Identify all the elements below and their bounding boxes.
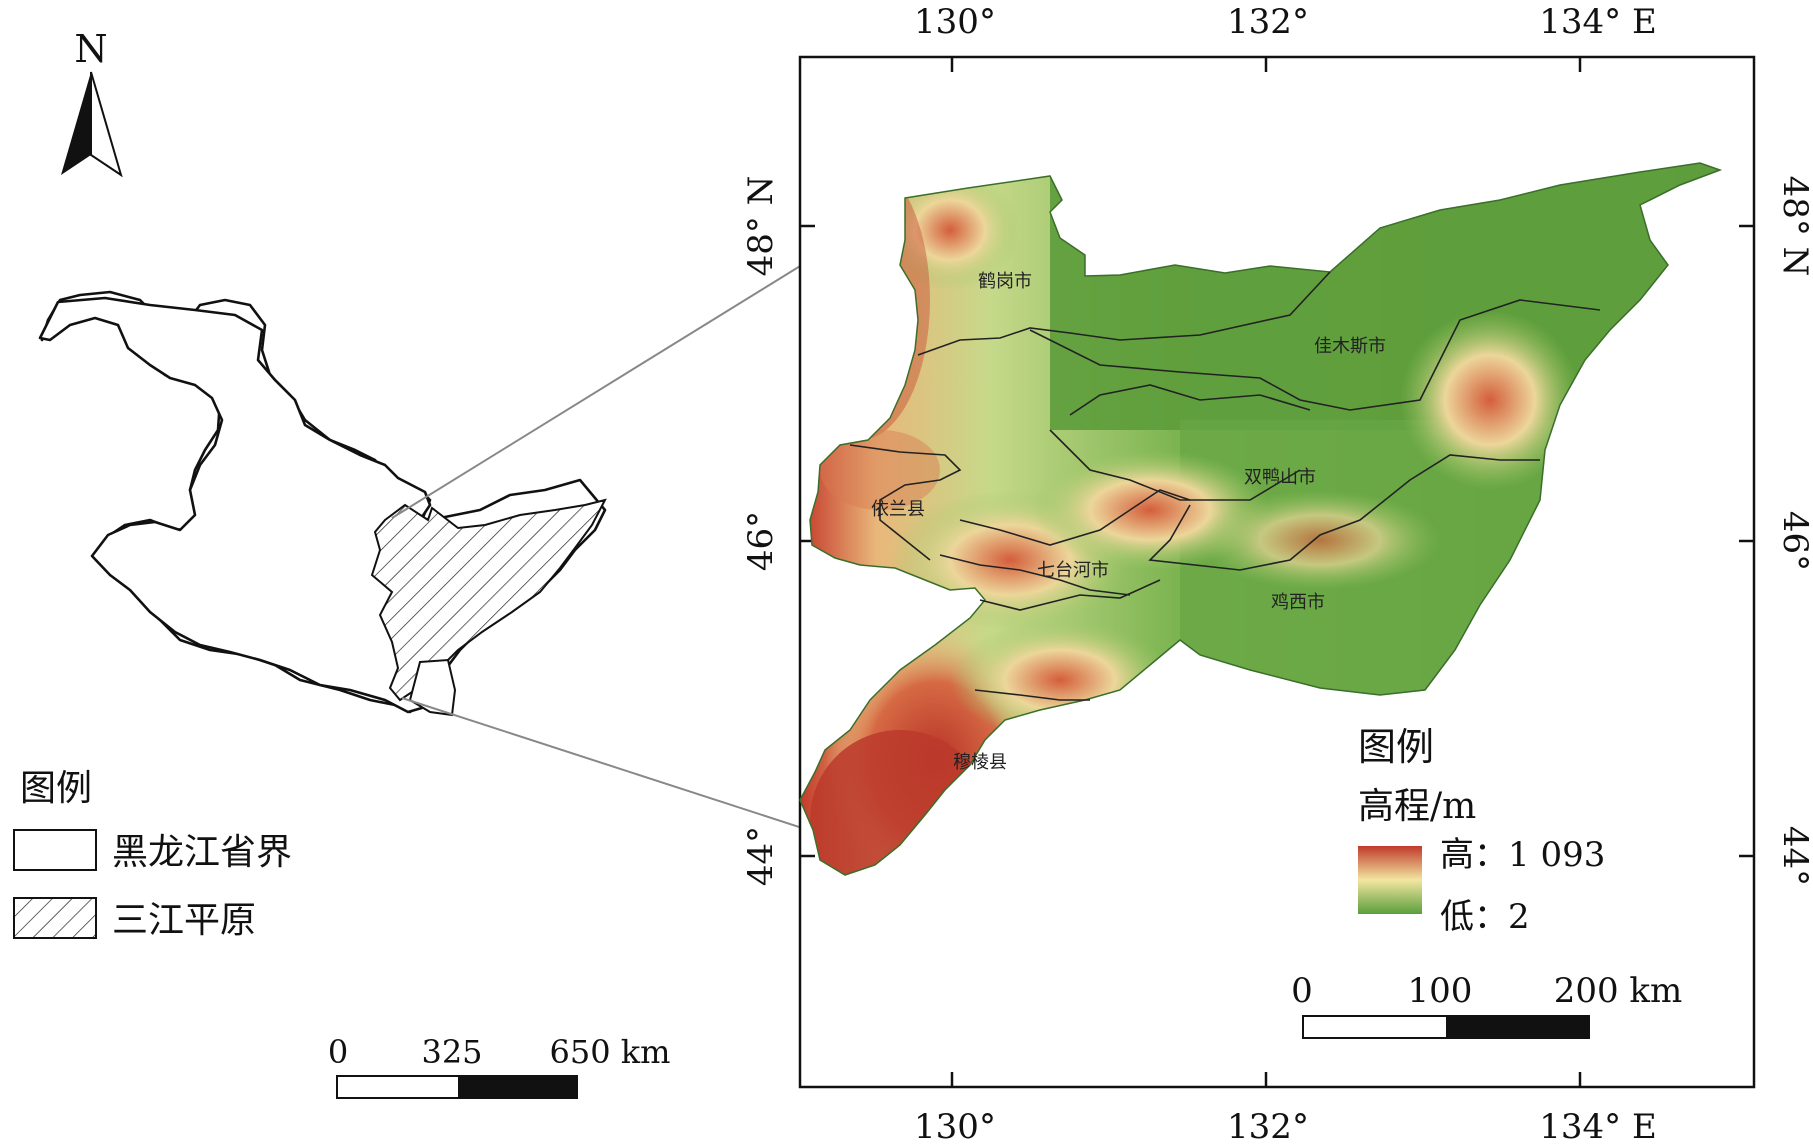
elevation-legend-title: 图例	[1358, 725, 1434, 769]
bottom-tick-130: 130°	[914, 1107, 996, 1147]
bottom-tick-134: 134° E	[1539, 1107, 1657, 1147]
elevation-color-ramp	[1358, 846, 1422, 914]
inset-scale-label-0: 0	[328, 1033, 348, 1071]
inset-legend-title: 图例	[20, 768, 92, 809]
heilongjiang-outline	[38, 296, 442, 714]
inset-scale-label-2: 650 km	[550, 1033, 671, 1071]
left-tick-46: 46°	[741, 511, 781, 571]
bottom-tick-132: 132°	[1227, 1107, 1309, 1147]
elevation-high-label: 高：1 093	[1440, 835, 1605, 875]
top-tick-132: 132°	[1227, 2, 1309, 42]
place-muling: 穆棱县	[953, 752, 1007, 773]
inset-legend: 图例 黑龙江省界 三江平原	[13, 768, 292, 941]
inset-legend-item-plain: 三江平原	[112, 900, 256, 941]
place-jixi: 鸡西市	[1271, 592, 1325, 613]
left-tick-44: 44°	[741, 826, 781, 886]
left-tick-48: 48° N	[741, 176, 781, 277]
top-tick-134: 134° E	[1539, 2, 1657, 42]
place-hegang: 鹤岗市	[978, 271, 1032, 292]
elevation-low-label: 低：2	[1440, 897, 1530, 937]
right-tick-44: 44°	[1775, 826, 1813, 886]
province-boundary-swatch	[13, 829, 97, 871]
main-scale-bar: 0 100 200 km	[1291, 971, 1683, 1039]
sanjiang-plain-swatch	[13, 897, 97, 939]
north-arrow-icon	[61, 72, 91, 175]
top-tick-130: 130°	[914, 2, 996, 42]
north-arrow: N	[61, 27, 123, 178]
place-yilan: 依兰县	[871, 499, 925, 520]
main-scale-label-2: 200 km	[1554, 971, 1683, 1011]
inset-scale-label-1: 325	[421, 1033, 482, 1071]
place-qitaihe: 七台河市	[1037, 560, 1109, 581]
right-tick-46: 46°	[1775, 511, 1813, 571]
inset-scale-bar: 0 325 650 km	[328, 1033, 671, 1099]
sanjiang-plain-inset	[370, 498, 607, 702]
place-jiamusi: 佳木斯市	[1314, 336, 1386, 357]
main-scale-label-0: 0	[1291, 971, 1313, 1011]
right-tick-48: 48° N	[1775, 176, 1813, 277]
elevation-legend-subtitle: 高程/m	[1358, 786, 1476, 827]
elevation-legend: 图例 高程/m 高：1 093 低：2	[1358, 725, 1605, 937]
main-scale-label-1: 100	[1408, 971, 1473, 1011]
place-shuangyashan: 双鸭山市	[1244, 467, 1316, 488]
inset-legend-item-boundary: 黑龙江省界	[112, 832, 292, 873]
north-arrow-label: N	[74, 27, 107, 71]
